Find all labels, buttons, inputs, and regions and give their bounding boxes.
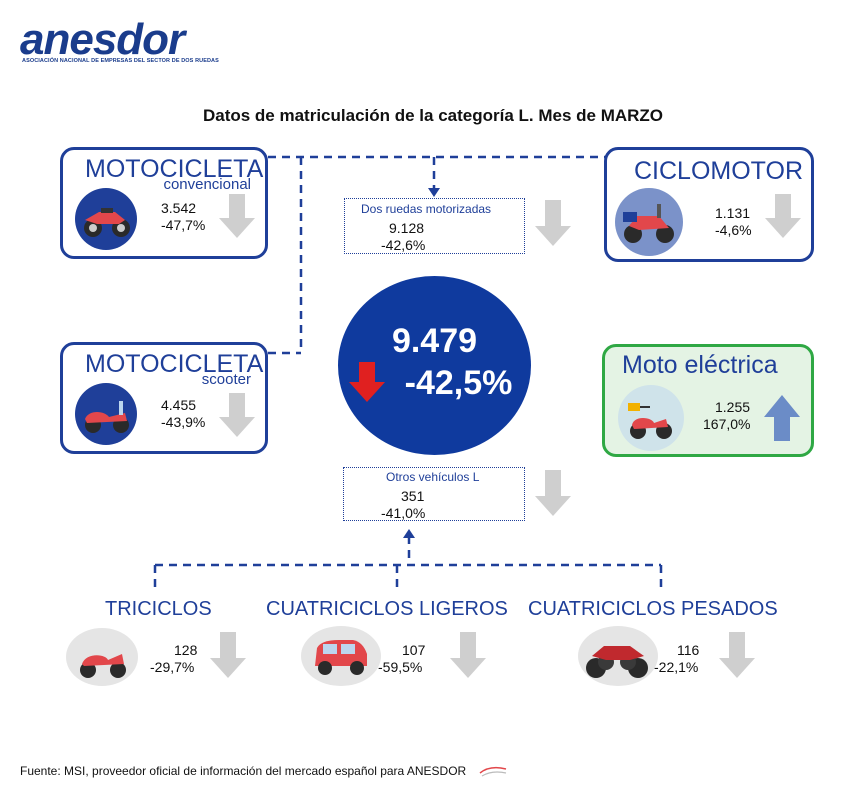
moped-icon (615, 188, 683, 256)
change: -41,0% (381, 505, 426, 521)
value: 351 (401, 488, 425, 504)
tricycle-icon (66, 628, 138, 686)
down-arrow-icon (535, 200, 571, 246)
category-title-cuatriciclos-ligeros: CUATRICICLOS LIGEROS (266, 598, 508, 620)
microcar-icon (301, 626, 381, 686)
total-change: -42,5% (404, 364, 513, 402)
info-label: Otros vehículos L (386, 470, 480, 484)
down-arrow-icon (719, 632, 755, 678)
info-label: Dos ruedas motorizadas (361, 202, 492, 216)
value: 1.131 (715, 205, 751, 221)
down-arrow-icon (765, 194, 801, 238)
card-title: MOTOCICLETA (85, 155, 264, 183)
value: 1.255 (715, 399, 751, 415)
card-ciclomotor: CICLOMOTOR 1.131 -4,6% (604, 147, 814, 262)
value: 3.542 (161, 200, 197, 216)
electric-scooter-icon (618, 385, 684, 451)
logo-wordmark: anesdor (20, 15, 185, 64)
up-arrow-icon (764, 395, 800, 441)
card-title: MOTOCICLETA (85, 350, 264, 378)
category-title-cuatriciclos-pesados: CUATRICICLOS PESADOS (528, 598, 778, 620)
total-value: 9.479 (391, 322, 478, 360)
down-arrow-icon (535, 470, 571, 516)
change: -47,7% (161, 217, 206, 233)
page-title: Datos de matriculación de la categoría L… (202, 106, 664, 125)
card-title: CICLOMOTOR (634, 157, 803, 185)
info-box-otros-vehiculos: Otros vehículos L 351 -41,0% (343, 467, 525, 521)
card-title: Moto eléctrica (622, 351, 778, 379)
quad-icon (578, 626, 658, 686)
card-subtitle: scooter (201, 371, 251, 388)
value: 9.128 (389, 220, 425, 236)
change: -29,7% (150, 659, 195, 675)
down-arrow-icon (219, 393, 255, 437)
change: -43,9% (161, 414, 206, 430)
motorcycle-icon (75, 188, 137, 250)
category-title-triciclos: TRICICLOS (105, 598, 212, 620)
card-moto-electrica: Moto eléctrica 1.255 167,0% (602, 344, 814, 457)
total-circle: 9.479 -42,5% (338, 276, 531, 455)
down-arrow-icon (210, 632, 246, 678)
value: 128 (174, 642, 198, 658)
change: -59,5% (378, 659, 423, 675)
change: -42,6% (381, 237, 426, 253)
value: 4.455 (161, 397, 197, 413)
value: 116 (677, 642, 700, 658)
info-box-dos-ruedas: Dos ruedas motorizadas 9.128 -42,6% (344, 198, 525, 254)
down-arrow-icon (219, 194, 255, 238)
value: 107 (402, 642, 426, 658)
card-motocicleta-convencional: MOTOCICLETA convencional 3.542 -47,7% (60, 147, 268, 259)
card-subtitle: convencional (163, 176, 251, 193)
logo-tagline: ASOCIACIÓN NACIONAL DE EMPRESAS DEL SECT… (22, 58, 219, 64)
change: -4,6% (715, 222, 752, 238)
footer-source: Fuente: MSI, proveedor oficial de inform… (20, 764, 467, 778)
change: 167,0% (703, 416, 751, 432)
scooter-icon (75, 383, 137, 445)
down-arrow-icon (450, 632, 486, 678)
red-down-arrow-icon (349, 362, 385, 402)
change: -22,1% (654, 659, 699, 675)
msi-logo-icon (479, 766, 507, 777)
card-motocicleta-scooter: MOTOCICLETA scooter 4.455 -43,9% (60, 342, 268, 454)
